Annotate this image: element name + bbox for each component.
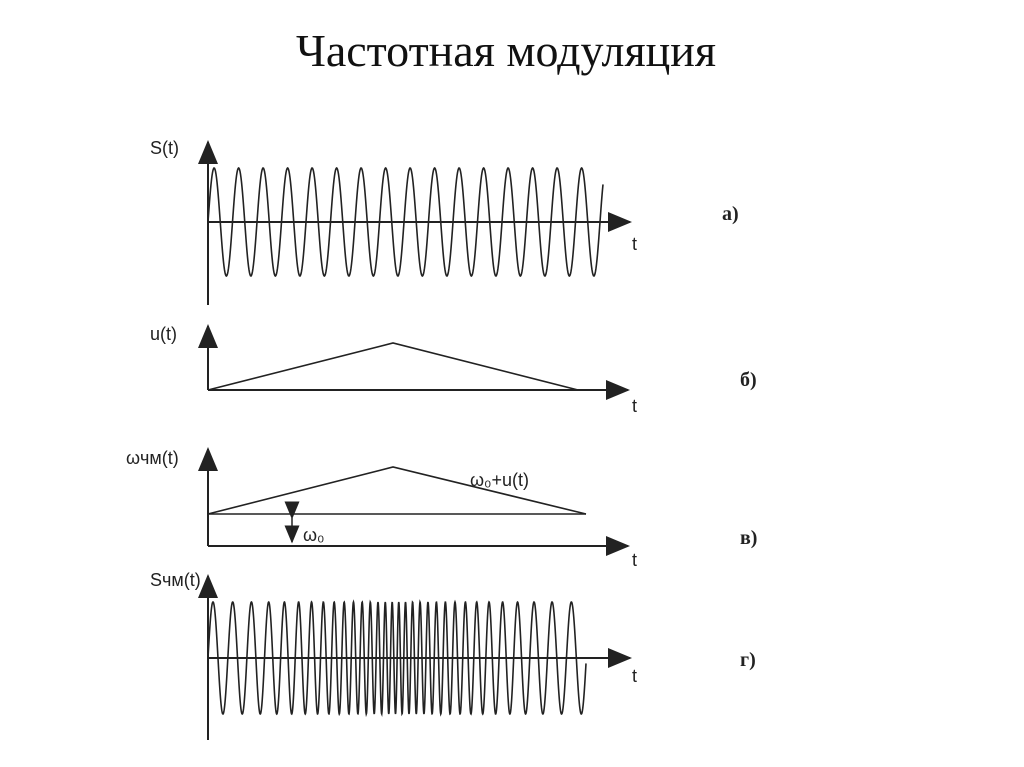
x-label: t	[632, 666, 637, 686]
panel-tag: г)	[740, 649, 756, 671]
x-label: t	[632, 550, 637, 570]
modulating-signal	[207, 342, 579, 391]
title: Частотная модуляция	[296, 25, 716, 76]
y-label: u(t)	[150, 324, 177, 344]
panel-tag: в)	[740, 527, 757, 549]
curve-label: ω₀+u(t)	[470, 470, 529, 490]
frequency-curve	[207, 466, 587, 515]
offset-label: ω₀	[303, 525, 325, 545]
x-label: t	[632, 396, 637, 416]
panel-tag: б)	[740, 369, 757, 391]
y-label: Sчм(t)	[150, 570, 201, 590]
x-label: t	[632, 234, 637, 254]
panel-tag: а)	[722, 203, 739, 225]
carrier-wave	[207, 167, 604, 277]
y-label: ωчм(t)	[126, 448, 179, 468]
fm-wave	[207, 599, 587, 718]
y-label: S(t)	[150, 138, 179, 158]
